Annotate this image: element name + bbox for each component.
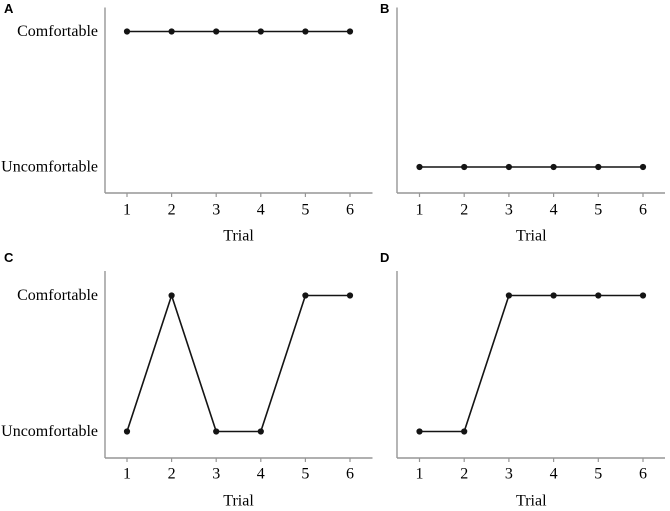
panel-A-xlabel: Trial: [223, 228, 254, 245]
panel-D-xtick-label-2: 2: [460, 466, 468, 483]
panel-D-point-trial-2-uncomfortable: [461, 428, 468, 435]
panel-B-point-trial-2-uncomfortable: [461, 163, 468, 171]
panel-A-point-trial-3-comfortable: [213, 28, 220, 35]
panel-A-point-trial-5-comfortable: [302, 28, 309, 35]
panel-B-point-trial-6-uncomfortable: [639, 163, 647, 171]
panel-A-xtick-label-1: 1: [123, 202, 131, 219]
panel-A: A 1 2 3 4 5 6 Trial Comfortable Uncomfortable: [1, 1, 373, 245]
panel-A-ylabel-uncomfortable: Uncomfortable: [1, 159, 98, 176]
panel-C-xtick-label-4: 4: [257, 466, 265, 483]
panel-A-letter: A: [4, 1, 14, 16]
panel-C-xtick-label-2: 2: [168, 466, 176, 483]
panel-D-point-trial-4-comfortable: [550, 292, 557, 299]
panel-B-xtick-label-3: 3: [505, 202, 513, 219]
panel-C-point-trial-6-comfortable: [346, 292, 354, 299]
panel-D-xtick-label-3: 3: [505, 466, 513, 483]
panel-D-point-trial-1-uncomfortable: [416, 428, 423, 435]
panel-D-series-line: [419, 294, 643, 433]
panel-D-xlabel: Trial: [516, 493, 547, 510]
panel-B-point-trial-4-uncomfortable: [550, 163, 557, 171]
panel-D-point-trial-3-comfortable: [505, 292, 512, 299]
panel-A-xtick-label-4: 4: [257, 202, 265, 219]
panel-B-xtick-label-5: 5: [594, 202, 602, 219]
panel-A-point-trial-6-comfortable: [346, 28, 354, 35]
panel-B-point-trial-1-uncomfortable: [416, 163, 423, 171]
panel-D-xtick-label-4: 4: [550, 466, 558, 483]
panel-C-ylabel-uncomfortable: Uncomfortable: [1, 423, 98, 440]
panel-C-point-trial-1-uncomfortable: [123, 428, 131, 435]
panel-C-series-line: [126, 294, 350, 433]
panel-C-letter: C: [4, 250, 14, 265]
panel-C-xlabel: Trial: [223, 493, 254, 510]
panel-C-point-trial-4-uncomfortable: [257, 428, 264, 435]
panel-C-xtick-label-5: 5: [301, 466, 309, 483]
panel-B-point-trial-5-uncomfortable: [595, 163, 602, 171]
panel-D-xtick-label-5: 5: [594, 466, 602, 483]
panel-C-point-trial-5-comfortable: [302, 292, 309, 299]
panel-C-xtick-label-6: 6: [346, 466, 354, 483]
panel-B-xlabel: Trial: [516, 228, 547, 245]
panel-B-xtick-label-1: 1: [416, 202, 424, 219]
panel-B-point-trial-3-uncomfortable: [505, 163, 512, 171]
panel-B: B 1 2 3 4 5 6 Trial: [380, 1, 665, 245]
panel-C-point-trial-3-uncomfortable: [213, 428, 220, 435]
panel-C-xtick-label-3: 3: [212, 466, 220, 483]
panel-A-ylabel-comfortable: Comfortable: [17, 23, 98, 40]
panel-B-xtick-label-2: 2: [460, 202, 468, 219]
panel-B-xtick-label-4: 4: [550, 202, 558, 219]
panel-C-point-trial-2-comfortable: [168, 292, 175, 299]
panel-D-point-trial-5-comfortable: [595, 292, 602, 299]
panel-A-xtick-label-6: 6: [346, 202, 354, 219]
panel-A-xtick-label-5: 5: [301, 202, 309, 219]
panel-D-xtick-label-1: 1: [416, 466, 424, 483]
panel-C: C 1 2 3 4 5 6 Trial Comfortable Uncomfortable: [1, 250, 373, 510]
panel-B-xtick-label-6: 6: [639, 202, 647, 219]
panel-A-point-trial-4-comfortable: [257, 28, 264, 35]
panel-D: D 1 2 3 4 5 6 Trial: [380, 250, 665, 510]
panel-A-xtick-label-3: 3: [212, 202, 220, 219]
panel-D-xtick-label-6: 6: [639, 466, 647, 483]
panel-D-letter: D: [380, 250, 389, 265]
panel-D-point-trial-6-comfortable: [639, 292, 647, 299]
panel-B-letter: B: [380, 1, 389, 16]
panel-C-ylabel-comfortable: Comfortable: [17, 287, 98, 304]
panel-A-xtick-label-2: 2: [168, 202, 176, 219]
panel-A-point-trial-1-comfortable: [123, 28, 131, 35]
panel-C-xtick-label-1: 1: [123, 466, 131, 483]
panel-A-point-trial-2-comfortable: [168, 28, 175, 35]
